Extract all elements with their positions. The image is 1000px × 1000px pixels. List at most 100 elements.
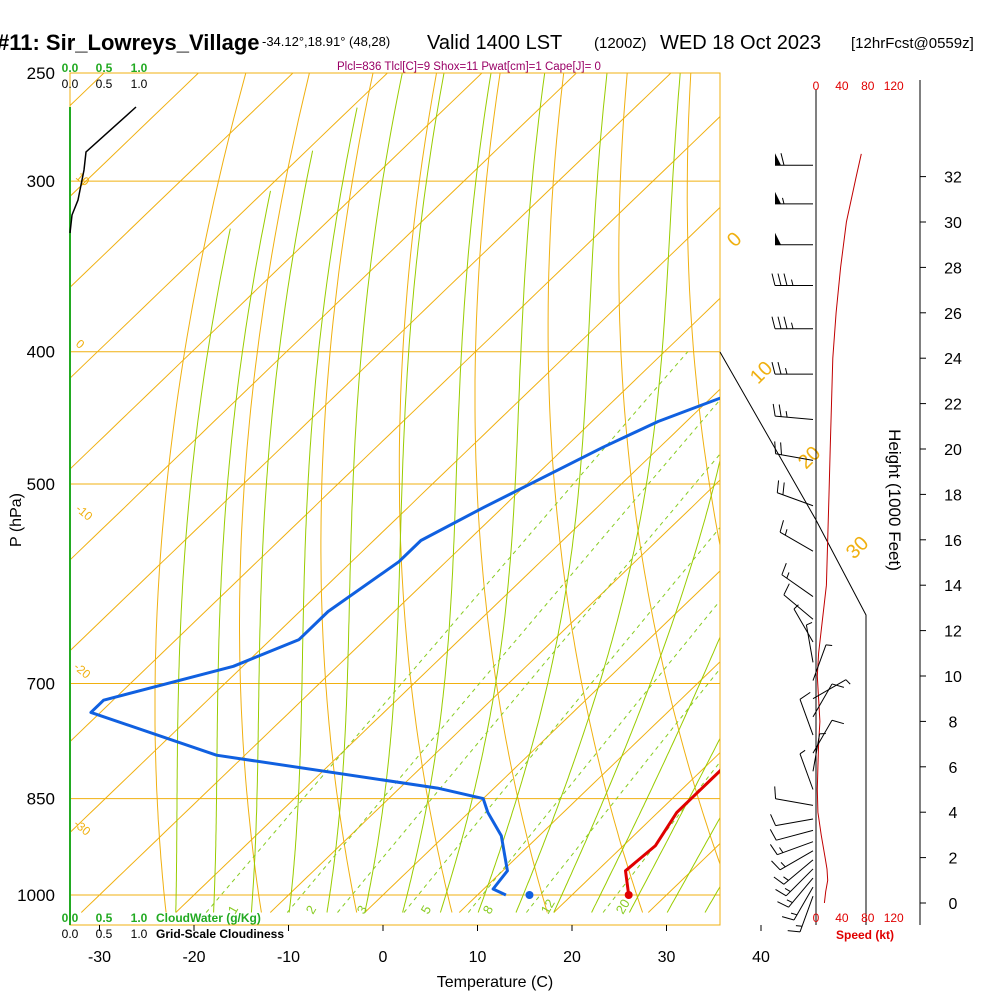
wind-barb-half	[785, 411, 788, 418]
height-tick-label: 4	[949, 805, 958, 822]
wind-barb	[777, 877, 814, 908]
isotherm--50	[70, 115, 720, 743]
isotherm-label: 0	[723, 228, 746, 251]
dry-adiabat-label: -30	[71, 817, 94, 839]
wind-barb-staff	[785, 868, 814, 897]
moist-adiabat-16	[515, 73, 681, 913]
isotherm-label: 10	[746, 357, 777, 388]
wind-barb	[771, 850, 814, 871]
height-tick-label: 0	[949, 896, 958, 913]
dry-adiabat-320	[686, 73, 720, 548]
wind-barb-full	[769, 844, 778, 855]
wind-barb-full	[777, 901, 789, 908]
isotherm-50	[837, 49, 1000, 913]
wind-barb-half	[784, 529, 788, 536]
wind-barb-half	[825, 644, 833, 646]
mixing-ratio-2	[286, 399, 720, 913]
wind-barb-flag	[775, 232, 781, 245]
wind-barb-half	[784, 887, 791, 893]
moist-adiabat-0	[364, 73, 445, 913]
wind-barb-staff	[775, 415, 814, 420]
isotherm-20	[553, 752, 720, 913]
y-axis-label: P (hPa)	[8, 493, 25, 547]
forecast-info: [12hrFcst@0559z]	[851, 35, 974, 52]
pressure-tick-label: 400	[27, 343, 55, 362]
height-tick-label: 16	[944, 533, 962, 550]
isotherm-10	[458, 661, 720, 913]
wind-barb-flag	[775, 191, 781, 204]
wind-barb-full	[781, 916, 795, 921]
wind-barb-full	[780, 153, 785, 166]
wind-barb	[799, 749, 814, 790]
speed-tick-bottom: 0	[813, 911, 820, 925]
wind-barb-staff	[793, 608, 814, 643]
dry-adiabat-310	[618, 73, 720, 866]
height-tick-label: 32	[944, 170, 962, 187]
temperature-trace	[624, 768, 720, 896]
cloud-tick-bottom-green: 0.5	[96, 911, 113, 925]
wind-barb-staff	[788, 877, 814, 908]
wind-barb-half	[845, 679, 851, 685]
cloud-tick-bottom-black: 0.0	[62, 927, 79, 941]
wind-barb	[775, 232, 813, 246]
wind-barb	[812, 732, 826, 772]
cloud-tick-top-green: 1.0	[131, 61, 148, 75]
wind-barb-full	[783, 316, 788, 329]
wind-barb-staff	[783, 859, 814, 885]
cloud-tick-bottom-black: 1.0	[131, 927, 148, 941]
isotherm--60	[70, 73, 672, 652]
stability-indices: Plcl=836 Tlcl[C]=9 Shox=11 Pwat[cm]=1 Ca…	[337, 61, 601, 73]
wind-barb	[812, 679, 851, 700]
wind-barb-full	[782, 482, 785, 495]
utc-time: (1200Z)	[594, 35, 647, 52]
x-axis-label: Temperature (C)	[437, 974, 553, 991]
isotherm--20	[175, 388, 720, 913]
wind-barb-half	[780, 861, 786, 868]
sounding-traces	[89, 396, 720, 897]
mixing-ratio-3	[337, 453, 720, 913]
mixing-ratio-8	[467, 600, 720, 913]
wind-barb-full	[799, 691, 811, 700]
speed-tick-bottom: 120	[884, 911, 904, 925]
wind-barb	[773, 859, 814, 885]
wind-barb	[775, 153, 813, 166]
pressure-tick-label: 500	[27, 475, 55, 494]
cloud-tick-top-black: 0.0	[62, 77, 79, 91]
pressure-tick-label: 250	[27, 64, 55, 83]
wind-barb-staff	[779, 531, 814, 552]
moist-adiabat--12	[250, 150, 314, 913]
mixing-ratio-5	[403, 526, 720, 913]
isotherm--70	[70, 73, 578, 561]
mixing-ratio-label: 12	[538, 896, 558, 916]
wind-barb-half	[779, 847, 784, 853]
height-tick-label: 28	[944, 260, 962, 277]
cloud-tick-top-green: 0.0	[62, 61, 79, 75]
wind-barb-half	[783, 876, 789, 881]
wind-barb-full	[770, 814, 777, 826]
height-tick-label: 18	[944, 487, 962, 504]
isotherm--90	[70, 73, 389, 379]
wind-barb-staff	[775, 818, 814, 827]
wind-speed-line	[816, 153, 862, 904]
wind-barb-full	[777, 273, 782, 286]
wind-barb-staff	[783, 594, 814, 620]
wind-barb	[775, 868, 814, 897]
height-axis-label: Height (1000 Feet)	[885, 429, 904, 571]
wind-barb-staff	[777, 841, 814, 856]
wind-barb	[781, 563, 814, 597]
wind-barb-full	[774, 441, 777, 454]
wind-barb-staff	[799, 896, 814, 933]
dry-adiabat-label: 0	[73, 337, 87, 352]
wind-barb	[772, 403, 814, 420]
dry-adiabat-270	[320, 73, 374, 913]
wind-barb	[771, 361, 813, 375]
wind-barb	[812, 644, 833, 681]
surface-dew-point-marker	[525, 891, 534, 899]
dry-adiabat-label: -10	[73, 502, 96, 524]
wind-barb-full	[783, 273, 788, 286]
pressure-tick-label: 300	[27, 172, 55, 191]
height-tick-label: 10	[944, 669, 962, 686]
